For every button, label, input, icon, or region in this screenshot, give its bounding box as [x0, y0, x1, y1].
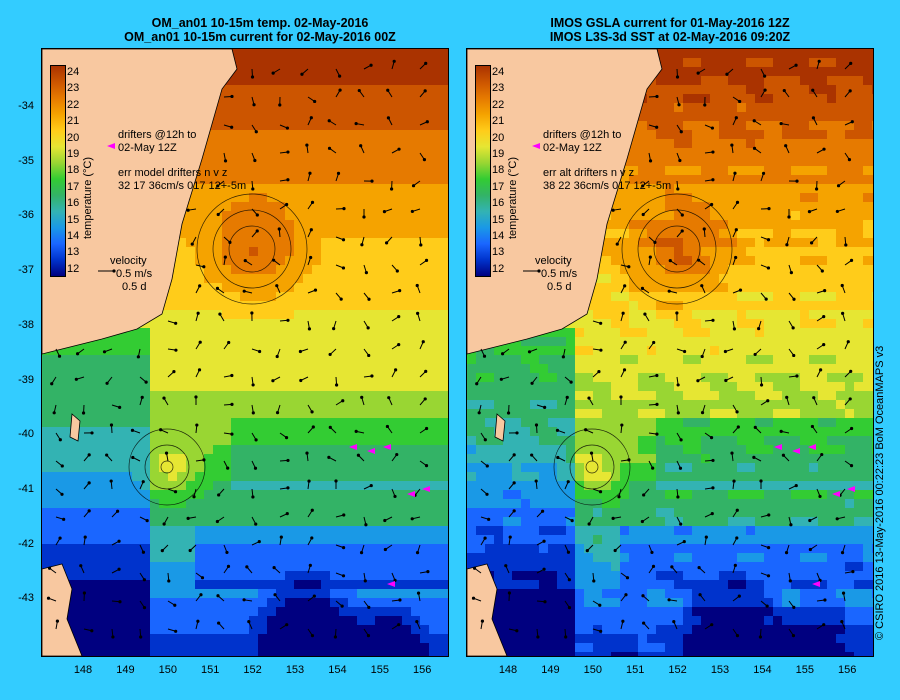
colorbar-tick-label: 14 [492, 230, 505, 242]
satellite-sst-map: 24 23 22 21 20 19 18 17 16 15 14 13 12 temperature (… [466, 48, 874, 657]
longitude-tick-label: 156 [838, 664, 857, 676]
drifters-label-line-2: 02-May 12Z [118, 142, 177, 154]
right-panel-title: IMOS GSLA current for 01-May-2016 12Z IM… [470, 16, 870, 44]
colorbar-tick-label: 15 [67, 213, 80, 226]
temperature-colorbar [475, 65, 491, 277]
right-title-line-1: IMOS GSLA current for 01-May-2016 12Z [550, 16, 790, 30]
error-stats-label: err model drifters n v z 32 17 36cm/s 01… [118, 167, 246, 193]
drifters-label-line-1: drifters @12h to [543, 129, 622, 141]
model-temperature-map: 24 23 22 21 20 19 18 17 16 15 14 13 12 temperature (… [41, 48, 449, 657]
colorbar-tick-label: 17 [67, 180, 80, 193]
error-stats-line-1: err model drifters n v z [118, 167, 228, 179]
longitude-tick-label: 154 [753, 664, 772, 676]
drifters-label-line-1: drifters @12h to [118, 129, 197, 141]
longitude-tick-label: 148 [498, 664, 518, 676]
colorbar-tick-label: 13 [492, 246, 505, 259]
error-stats-label: err alt drifters n v z 38 22 36cm/s 017 … [543, 167, 671, 193]
longitude-tick-label: 150 [583, 664, 602, 676]
latitude-tick-label: -39 [18, 373, 34, 386]
colorbar-tick-label: 15 [492, 213, 505, 226]
latitude-tick-label: -40 [18, 428, 34, 441]
longitude-tick-label: 150 [158, 664, 177, 676]
velocity-scale-label: velocity 0.5 m/s 0.5 d [535, 255, 577, 294]
longitude-tick-label: 153 [285, 664, 305, 676]
colorbar-tick-label: 16 [492, 197, 505, 210]
error-stats-line-2: 38 22 36cm/s 017 12+-5m [543, 180, 672, 192]
colorbar-tick-label: 21 [492, 115, 505, 128]
model-map-canvas [42, 49, 448, 656]
latitude-tick-label: -43 [18, 592, 34, 605]
colorbar-tick-label: 12 [492, 262, 505, 275]
colorbar-tick-label: 14 [67, 230, 80, 242]
longitude-tick-label: 149 [116, 664, 135, 676]
drifters-label-line-2: 02-May 12Z [543, 142, 602, 154]
colorbar-tick-label: 19 [492, 148, 505, 160]
longitude-tick-label: 152 [668, 664, 687, 676]
longitude-tick-label: 151 [626, 664, 645, 676]
colorbar-tick-label: 20 [492, 131, 505, 144]
copyright-credit: © CSIRO 2016 13-May-2016 00:22:23 BoM Oc… [874, 345, 886, 640]
latitude-tick-label: -41 [18, 482, 34, 495]
velocity-speed: 0.5 m/s [116, 268, 153, 280]
latitude-tick-label: -37 [18, 264, 34, 277]
velocity-duration: 0.5 d [122, 281, 147, 293]
left-panel-title: OM_an01 10-15m temp. 02-May-2016 OM_an01… [60, 16, 460, 44]
temperature-colorbar [50, 65, 66, 277]
longitude-tick-label: 154 [328, 664, 347, 676]
latitude-tick-label: -34 [18, 100, 34, 112]
latitude-tick-label: -35 [18, 154, 34, 167]
satellite-map-canvas [467, 49, 873, 656]
error-stats-line-2: 32 17 36cm/s 017 12+-5m [118, 180, 247, 192]
longitude-tick-label: 155 [795, 664, 814, 676]
colorbar-tick-label: 23 [67, 82, 80, 95]
velocity-speed: 0.5 m/s [541, 268, 578, 280]
colorbar-tick-label: 20 [67, 131, 80, 144]
colorbar-tick-label: 23 [492, 82, 505, 95]
longitude-tick-label: 151 [201, 664, 220, 676]
longitude-tick-label: 156 [413, 664, 432, 676]
colorbar-tick-label: 22 [492, 98, 505, 111]
colorbar-tick-label: 18 [492, 164, 505, 177]
longitude-tick-label: 152 [243, 664, 262, 676]
colorbar-tick-label: 13 [67, 246, 80, 259]
right-title-line-2: IMOS L3S-3d SST at 02-May-2016 09:20Z [549, 30, 791, 44]
colorbar-tick-label: 19 [67, 148, 80, 160]
longitude-tick-label: 155 [370, 664, 389, 676]
latitude-tick-label: -38 [18, 318, 34, 331]
colorbar-tick-label: 24 [492, 66, 505, 78]
longitude-tick-label: 149 [541, 664, 560, 676]
longitude-tick-label: 148 [73, 664, 93, 676]
colorbar-tick-label: 17 [492, 180, 505, 193]
left-title-line-1: OM_an01 10-15m temp. 02-May-2016 [151, 16, 369, 30]
longitude-tick-label: 153 [710, 664, 730, 676]
colorbar-tick-label: 16 [67, 197, 80, 210]
velocity-title: velocity [535, 255, 572, 267]
colorbar-tick-label: 22 [67, 98, 80, 111]
colorbar-tick-label: 12 [67, 262, 80, 275]
colorbar-label: temperature (°C) [507, 156, 519, 239]
colorbar-label: temperature (°C) [82, 156, 94, 239]
velocity-scale-label: velocity 0.5 m/s 0.5 d [110, 255, 152, 294]
latitude-tick-label: -42 [18, 537, 34, 550]
colorbar-tick-label: 24 [67, 66, 80, 78]
velocity-duration: 0.5 d [547, 281, 572, 293]
left-title-line-2: OM_an01 10-15m current for 02-May-2016 0… [124, 30, 396, 44]
drifters-label: drifters @12h to 02-May 12Z [118, 129, 196, 155]
latitude-tick-label: -36 [18, 209, 34, 222]
error-stats-line-1: err alt drifters n v z [543, 167, 635, 179]
drifters-label: drifters @12h to 02-May 12Z [543, 129, 621, 155]
colorbar-tick-label: 18 [67, 164, 80, 177]
colorbar-tick-label: 21 [67, 115, 80, 128]
velocity-title: velocity [110, 255, 147, 267]
